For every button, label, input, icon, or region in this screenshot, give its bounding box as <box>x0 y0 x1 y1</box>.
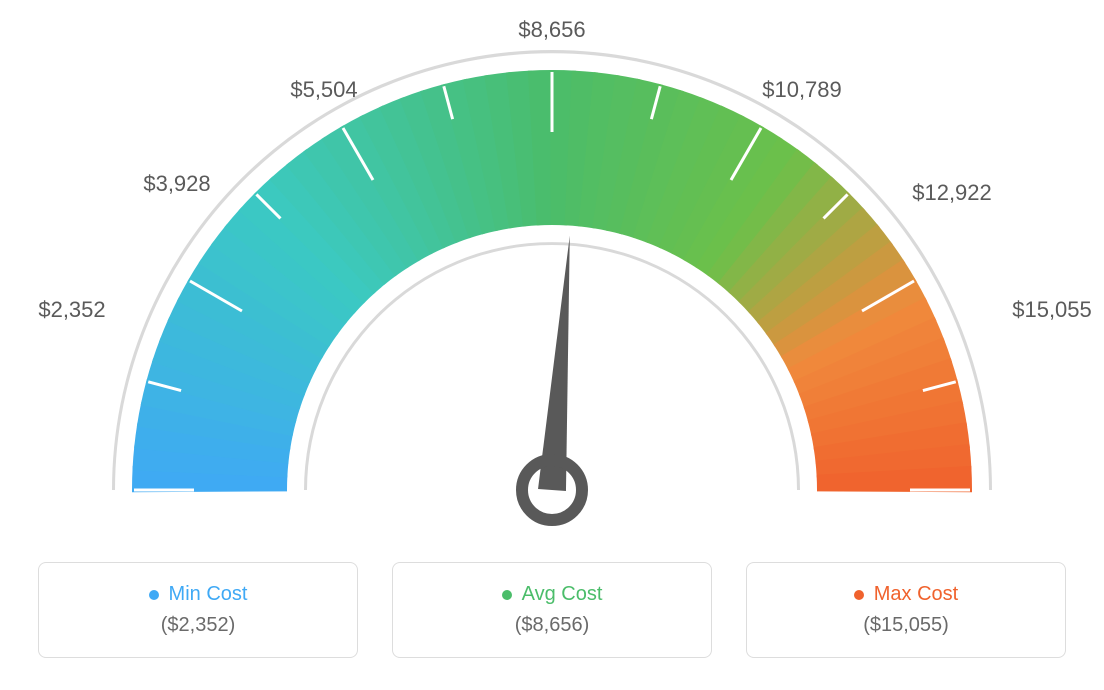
gauge-chart: $2,352 $3,928 $5,504 $8,656 $10,789 $12,922 $1… <box>12 10 1092 550</box>
legend-dot-icon <box>502 590 512 600</box>
gauge-svg <box>12 10 1092 550</box>
legend-title: Max Cost <box>854 583 958 606</box>
gauge-tick-label: $2,352 <box>38 297 105 323</box>
legend-title: Min Cost <box>149 583 248 606</box>
legend-label: Max Cost <box>874 583 958 606</box>
legend-value: ($2,352) <box>161 614 236 637</box>
legend-card-min: Min Cost ($2,352) <box>38 562 358 658</box>
legend-card-avg: Avg Cost ($8,656) <box>392 562 712 658</box>
legend-value: ($15,055) <box>863 614 949 637</box>
gauge-tick-label: $15,055 <box>1012 297 1092 323</box>
legend-dot-icon <box>149 590 159 600</box>
gauge-tick-label: $10,789 <box>762 77 842 103</box>
legend-title: Avg Cost <box>502 583 603 606</box>
legend-card-max: Max Cost ($15,055) <box>746 562 1066 658</box>
legend-value: ($8,656) <box>515 614 590 637</box>
legend-row: Min Cost ($2,352) Avg Cost ($8,656) Max Cost… <box>38 562 1066 658</box>
legend-label: Min Cost <box>169 583 248 606</box>
legend-dot-icon <box>854 590 864 600</box>
gauge-tick-label: $12,922 <box>912 180 992 206</box>
gauge-tick-label: $5,504 <box>290 77 357 103</box>
legend-label: Avg Cost <box>522 583 603 606</box>
gauge-tick-label: $8,656 <box>518 17 585 43</box>
gauge-tick-label: $3,928 <box>143 171 210 197</box>
